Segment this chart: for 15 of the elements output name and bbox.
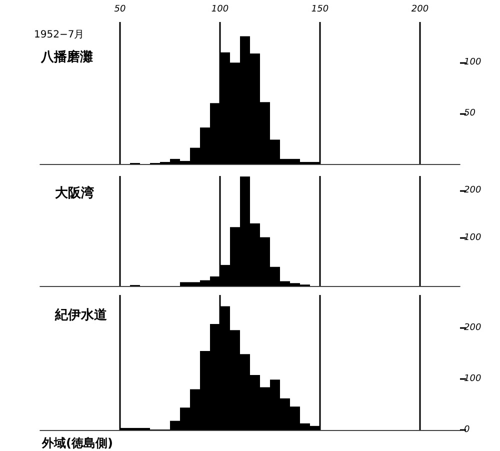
- x-tick-label: 50: [114, 4, 126, 14]
- text: 八播磨灘: [40, 49, 93, 65]
- y-tick-label: 100: [464, 233, 482, 244]
- y-tick-label: 50: [464, 108, 476, 118]
- text: 外域(徳島側): [41, 436, 113, 450]
- x-tick-label: 100: [211, 4, 229, 14]
- annotation: 1952−7月: [34, 30, 84, 40]
- y-tick-label: 100: [464, 374, 482, 384]
- text: 大阪湾: [55, 185, 94, 201]
- y-tick-label: 200: [464, 323, 482, 334]
- y-tick-label: 200: [464, 185, 482, 196]
- x-tick-label: 200: [411, 4, 429, 14]
- x-tick-label: 150: [311, 4, 329, 14]
- y-tick-label: 100: [464, 58, 482, 68]
- text: 紀伊水道: [54, 308, 108, 323]
